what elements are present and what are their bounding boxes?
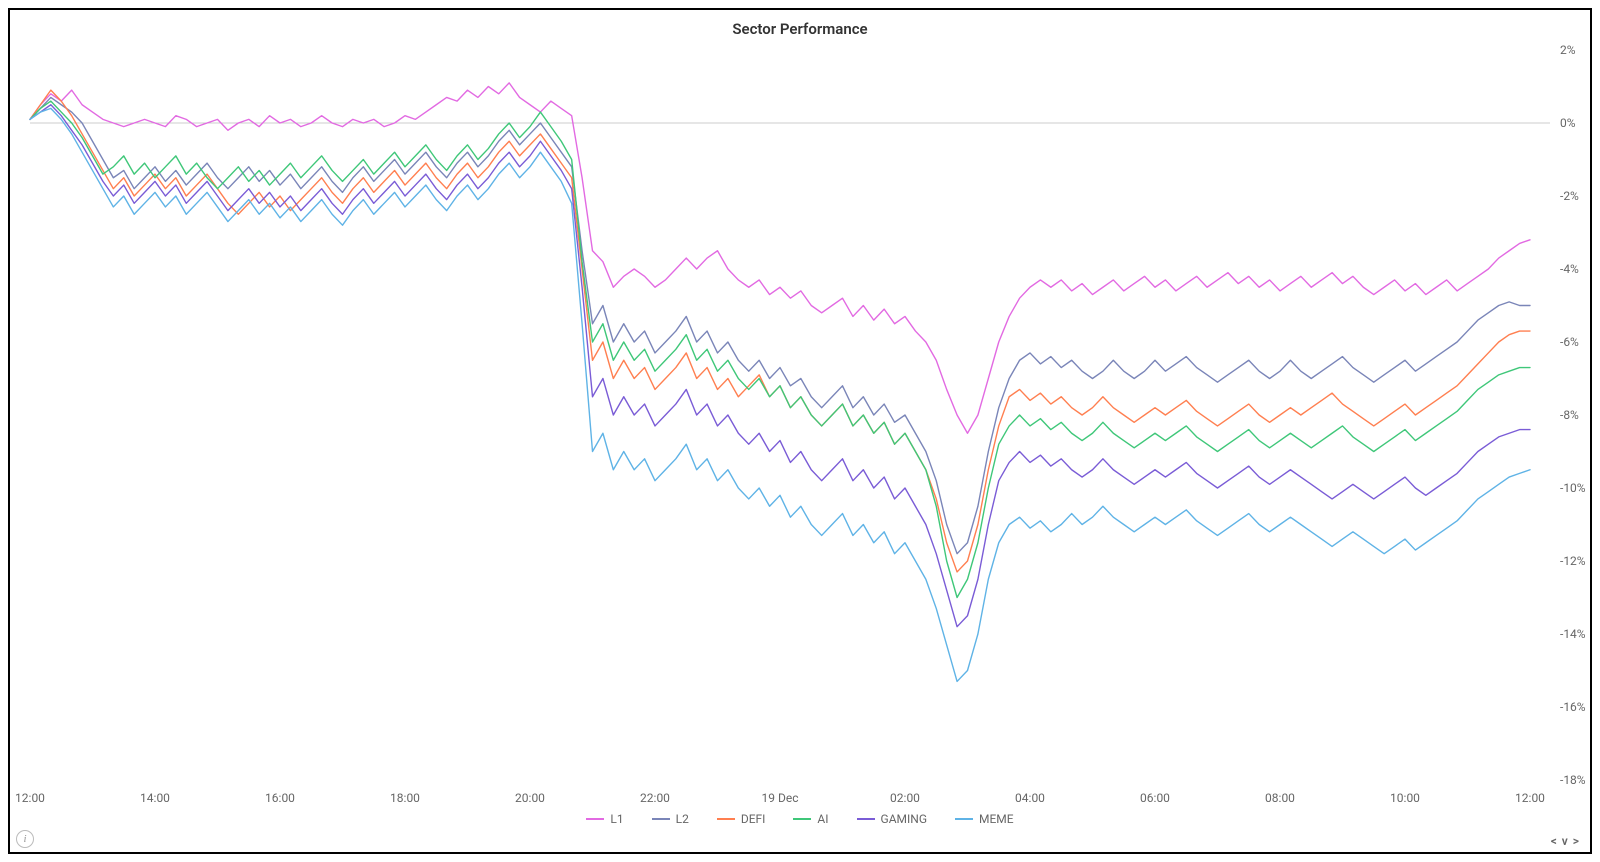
y-tick-label: 2% bbox=[1560, 43, 1576, 57]
x-tick-label: 10:00 bbox=[1390, 791, 1420, 805]
series-l1 bbox=[30, 83, 1530, 433]
x-tick-label: 16:00 bbox=[265, 791, 295, 805]
legend-item-defi[interactable]: DEFI bbox=[717, 812, 766, 826]
legend-item-meme[interactable]: MEME bbox=[955, 812, 1014, 826]
legend-label: DEFI bbox=[741, 812, 766, 826]
y-tick-label: -2% bbox=[1560, 189, 1579, 203]
x-tick-label: 06:00 bbox=[1140, 791, 1170, 805]
legend-item-l2[interactable]: L2 bbox=[652, 812, 689, 826]
legend-item-ai[interactable]: AI bbox=[793, 812, 828, 826]
legend-swatch bbox=[717, 818, 735, 820]
legend-item-l1[interactable]: L1 bbox=[586, 812, 623, 826]
legend-swatch bbox=[586, 818, 604, 820]
x-tick-label: 08:00 bbox=[1265, 791, 1295, 805]
x-tick-label: 12:00 bbox=[1515, 791, 1545, 805]
legend-label: L1 bbox=[610, 812, 623, 826]
series-l2 bbox=[30, 97, 1530, 553]
info-icon[interactable]: i bbox=[16, 830, 34, 848]
chart-footer: i < v > bbox=[10, 826, 1590, 848]
chart-frame: Sector Performance 2%0%-2%-4%-6%-8%-10%-… bbox=[8, 8, 1592, 854]
x-tick-label: 02:00 bbox=[890, 791, 920, 805]
y-tick-label: -8% bbox=[1560, 408, 1579, 422]
x-tick-label: 19 Dec bbox=[762, 791, 799, 805]
legend-swatch bbox=[857, 818, 875, 820]
nav-control[interactable]: < v > bbox=[1551, 834, 1580, 848]
y-tick-label: -14% bbox=[1560, 627, 1586, 641]
y-tick-label: -16% bbox=[1560, 700, 1586, 714]
legend-label: MEME bbox=[979, 812, 1014, 826]
x-tick-label: 18:00 bbox=[390, 791, 420, 805]
legend-item-gaming[interactable]: GAMING bbox=[857, 812, 927, 826]
legend-swatch bbox=[793, 818, 811, 820]
series-meme bbox=[30, 108, 1530, 681]
series-ai bbox=[30, 101, 1530, 597]
x-tick-label: 20:00 bbox=[515, 791, 545, 805]
series-defi bbox=[30, 90, 1530, 572]
series-gaming bbox=[30, 105, 1530, 627]
x-tick-label: 12:00 bbox=[15, 791, 45, 805]
legend-swatch bbox=[652, 818, 670, 820]
x-tick-label: 04:00 bbox=[1015, 791, 1045, 805]
legend-swatch bbox=[955, 818, 973, 820]
y-tick-label: -4% bbox=[1560, 262, 1579, 276]
chart-plot-area: 2% 0% -2% -4% -6% -8% -10% -12% -14% -16% -18% 12:0… bbox=[10, 10, 1590, 852]
legend-label: L2 bbox=[676, 812, 689, 826]
legend-label: AI bbox=[817, 812, 828, 826]
x-tick-label: 14:00 bbox=[140, 791, 170, 805]
y-tick-label: -18% bbox=[1560, 773, 1586, 787]
legend-label: GAMING bbox=[881, 812, 927, 826]
y-tick-label: -12% bbox=[1560, 554, 1586, 568]
chart-legend: L1 L2 DEFI AI GAMING MEME bbox=[10, 809, 1590, 826]
x-tick-label: 22:00 bbox=[640, 791, 670, 805]
y-tick-label: -10% bbox=[1560, 481, 1586, 495]
y-tick-label: 0% bbox=[1560, 116, 1576, 130]
y-tick-label: -6% bbox=[1560, 335, 1579, 349]
